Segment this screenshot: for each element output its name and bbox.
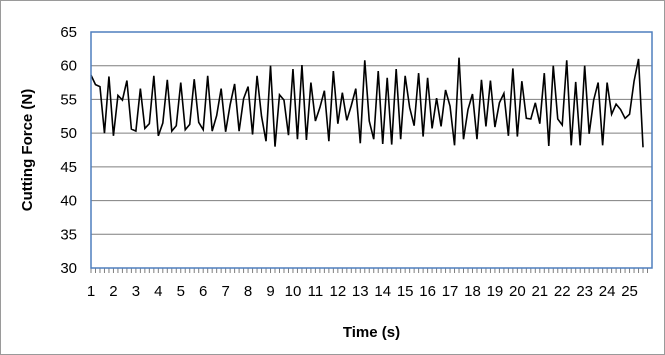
x-tick-label: 7: [221, 283, 229, 300]
x-tick-label: 25: [621, 283, 638, 300]
x-tick-label: 11: [308, 283, 324, 300]
x-tick-label: 10: [285, 283, 302, 300]
plot-border: [90, 31, 653, 269]
y-tick-label: 60: [60, 58, 77, 75]
x-tick-label: 14: [374, 283, 391, 300]
x-tick-label: 5: [177, 283, 185, 300]
force-series-line: [90, 57, 644, 148]
y-tick-label: 65: [60, 24, 77, 41]
x-tick-label: 19: [487, 283, 504, 300]
x-tick-label: 24: [599, 283, 616, 300]
x-axis-ticks: [90, 268, 649, 273]
y-tick-labels: 30 35 40 45 50 55 60 65: [60, 24, 77, 277]
gridlines: [91, 31, 652, 269]
x-tick-label: 3: [132, 283, 140, 300]
x-tick-label: 21: [531, 283, 548, 300]
x-tick-label: 6: [199, 283, 207, 300]
y-tick-label: 35: [60, 226, 77, 243]
x-tick-label: 1: [87, 283, 95, 300]
y-tick-label: 30: [60, 260, 77, 277]
x-tick-label: 13: [352, 283, 369, 300]
x-tick-label: 12: [329, 283, 346, 300]
x-tick-label: 2: [109, 283, 117, 300]
y-tick-label: 55: [60, 91, 77, 108]
plot-area: [91, 32, 652, 268]
x-tick-label: 16: [419, 283, 436, 300]
x-tick-label: 9: [266, 283, 274, 300]
x-tick-label: 15: [397, 283, 414, 300]
x-tick-label: 22: [554, 283, 571, 300]
x-tick-labels: 1 2 3 4 5 6 7 8 9 10 11 12 13 14 15 16 17 18 19 20 21 22 23 24 2…: [87, 283, 638, 300]
y-tick-label: 50: [60, 125, 77, 142]
x-tick-label: 18: [464, 283, 481, 300]
x-tick-label: 23: [576, 283, 593, 300]
y-axis-title: Cutting Force (N): [19, 89, 36, 211]
x-tick-label: 20: [509, 283, 526, 300]
y-tick-label: 40: [60, 193, 77, 210]
x-tick-label: 17: [442, 283, 459, 300]
x-axis-title: Time (s): [343, 324, 400, 341]
y-tick-label: 45: [60, 159, 77, 176]
x-tick-label: 8: [244, 283, 252, 300]
x-tick-label: 4: [154, 283, 162, 300]
